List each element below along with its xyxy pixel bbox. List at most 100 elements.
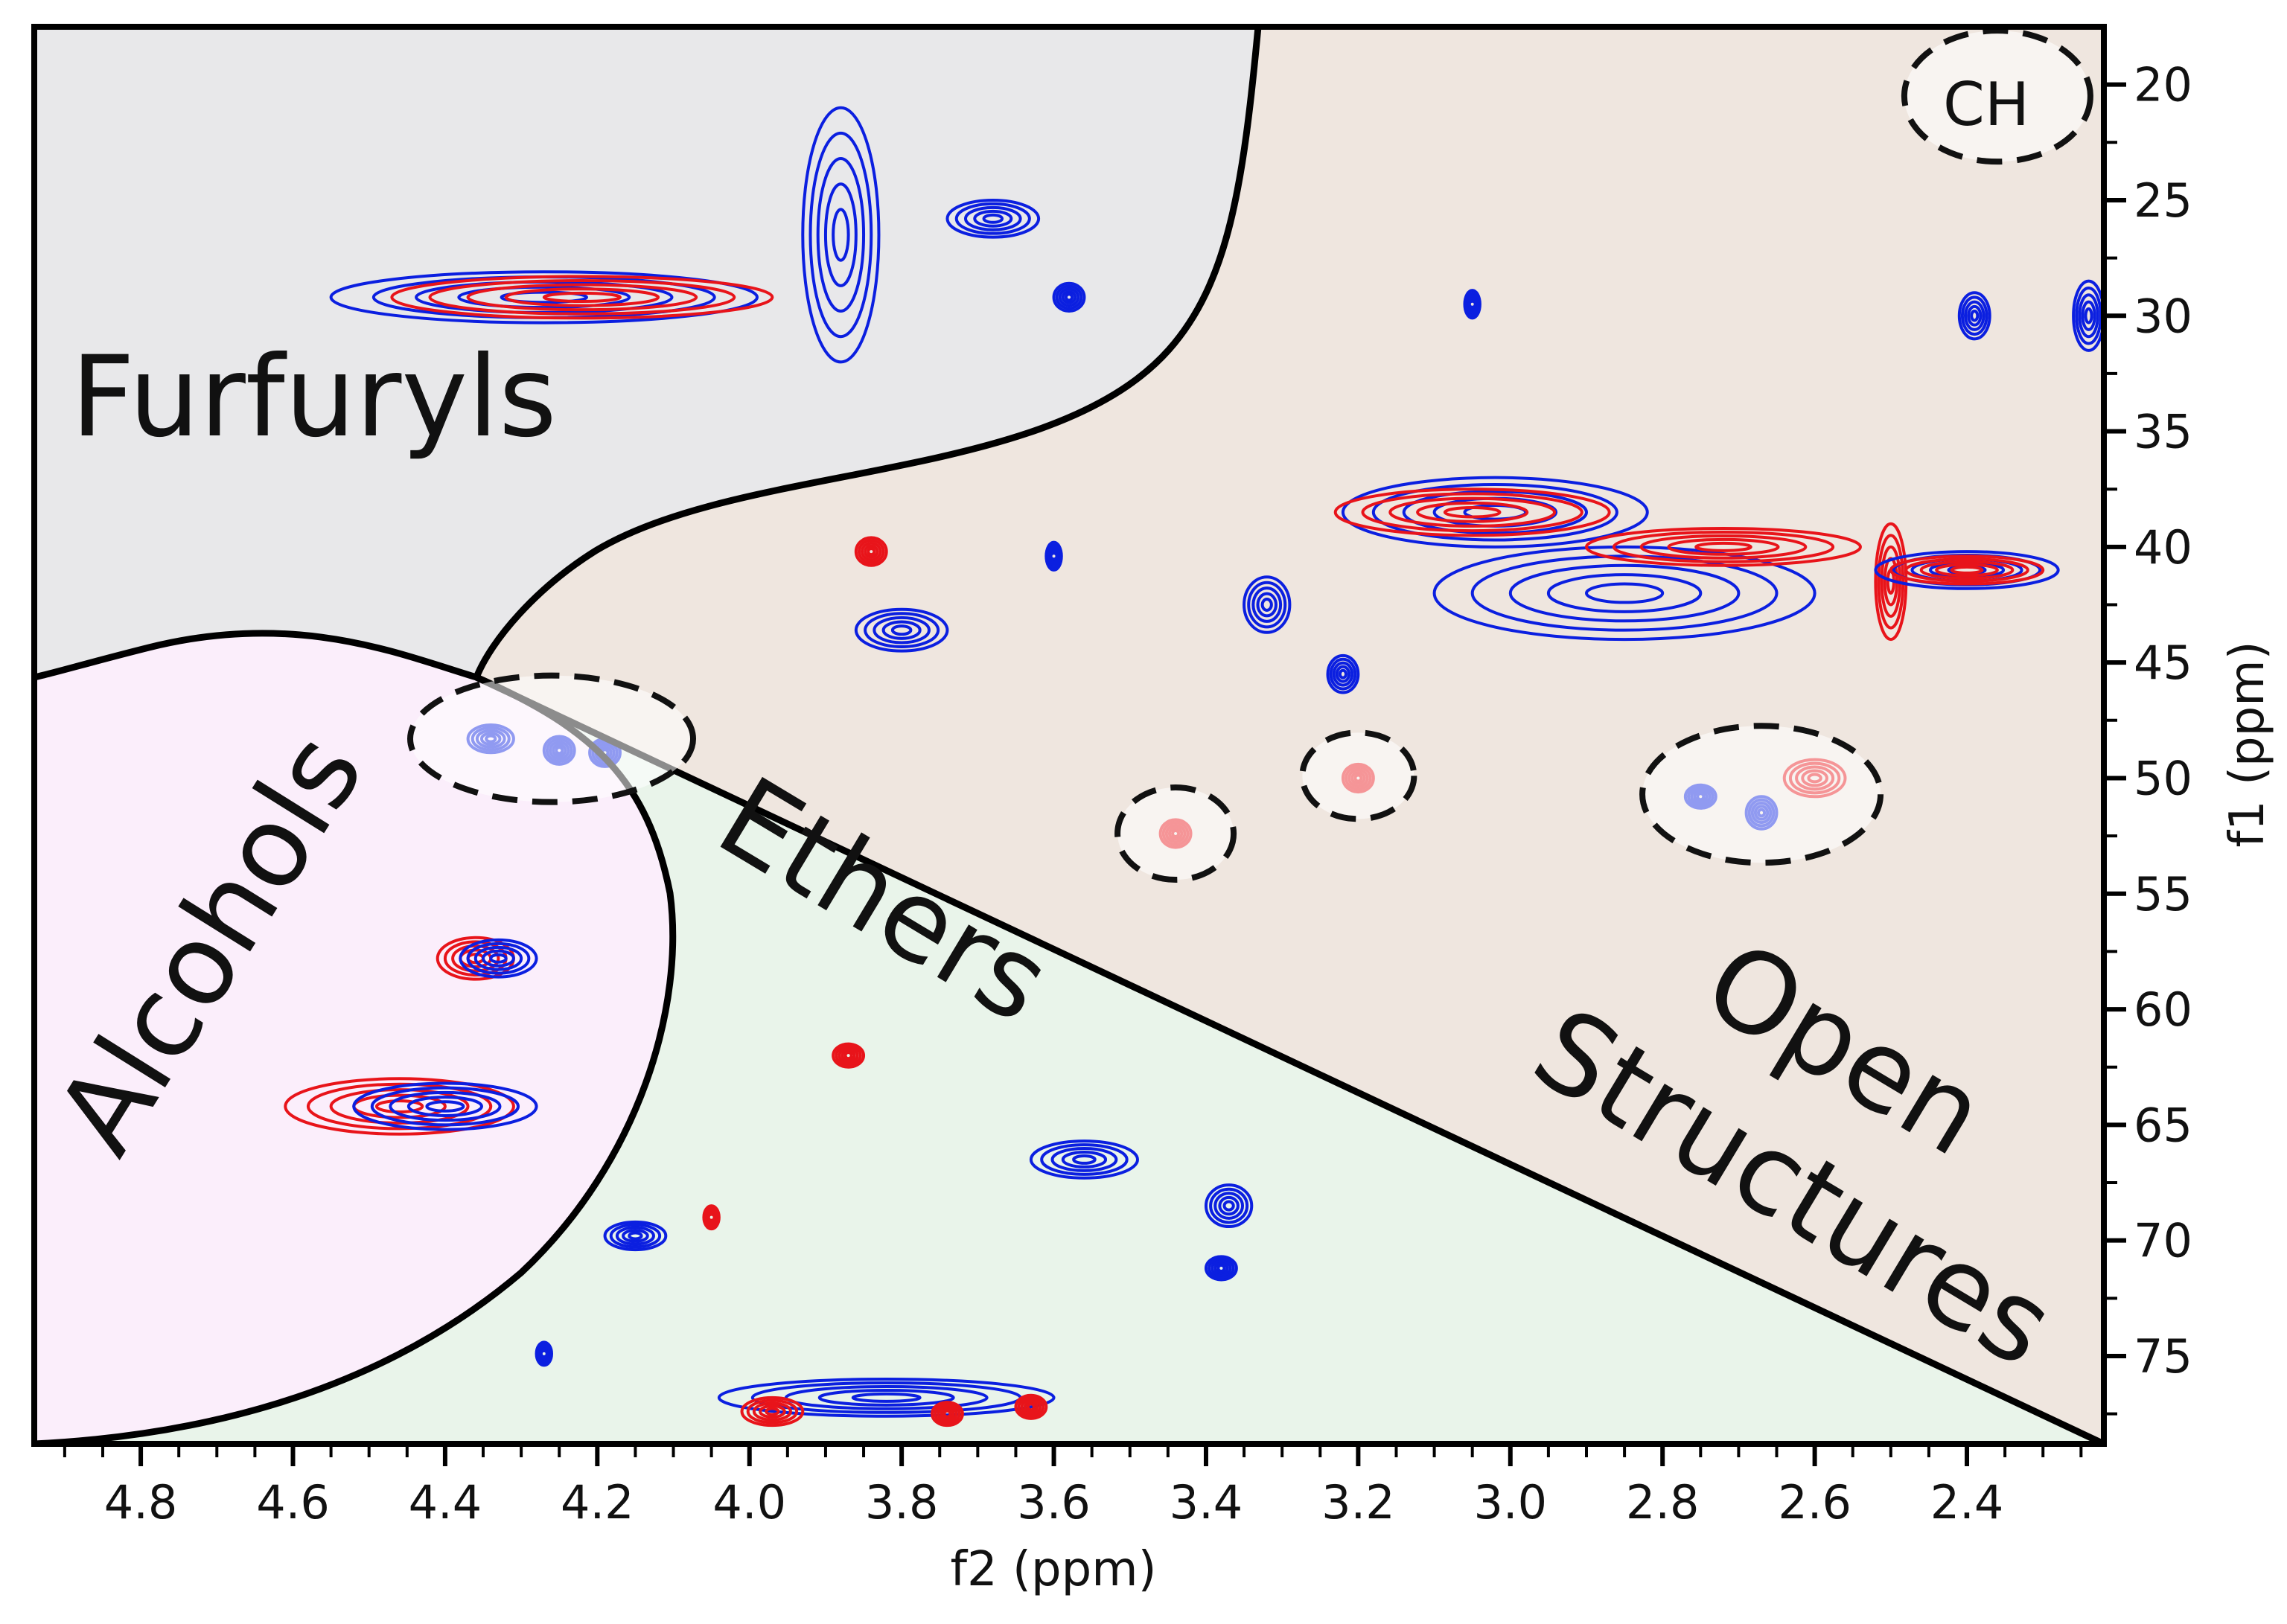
contour-peak	[931, 1401, 964, 1428]
contour-ring	[823, 182, 858, 287]
contour-ring	[765, 1407, 780, 1416]
contour-ring	[1061, 290, 1077, 304]
y-tick-label: 50	[2134, 751, 2192, 805]
contour-peak	[1957, 291, 1991, 341]
contour-ring	[841, 1049, 856, 1062]
contour-ring	[535, 1340, 554, 1367]
contour-ring	[1332, 661, 1354, 687]
contour-ring	[1335, 665, 1351, 683]
contour-ring	[1967, 304, 1983, 327]
contour-ring	[706, 1212, 716, 1222]
contour-ring	[622, 1229, 649, 1243]
contour-ring	[539, 1349, 549, 1358]
contour-ring	[1371, 482, 1618, 542]
contour-ring	[867, 547, 876, 557]
contour-peak	[1204, 1255, 1238, 1282]
ethers-region	[34, 677, 2104, 1444]
highlight-layer	[407, 28, 2093, 883]
furfuryls-label: Furfuryls	[71, 333, 557, 462]
contour-ring	[352, 1081, 538, 1131]
contour-peak	[945, 198, 1041, 239]
contour-ring	[1361, 492, 1583, 533]
contour-peak	[2072, 279, 2104, 352]
contour-ring	[1874, 550, 2060, 590]
contour-peak	[1044, 540, 1063, 572]
contour-peak	[390, 275, 774, 320]
y-tick-label: 70	[2134, 1214, 2192, 1268]
contour-ring	[603, 1220, 668, 1252]
y-tick-label: 40	[2134, 520, 2192, 575]
contour-ring	[459, 938, 538, 979]
plot-frame	[31, 24, 2107, 1447]
contour-ring	[1216, 1263, 1226, 1273]
contour-ring	[1061, 1151, 1108, 1169]
alcohols-region	[34, 633, 673, 1444]
contour-ring	[1466, 294, 1479, 314]
contour-ring	[1333, 487, 1611, 537]
contour-ring	[1329, 657, 1357, 691]
contour-ring	[717, 1378, 1056, 1418]
contour-ring	[306, 1082, 493, 1131]
x-axis-title: f2 (ppm)	[950, 1542, 1156, 1597]
contour-ring	[937, 1405, 958, 1422]
contour-ring	[1050, 1147, 1118, 1172]
contour-ring	[1463, 503, 1528, 521]
contour-peak	[603, 1220, 668, 1252]
contour-ring	[374, 1099, 424, 1113]
contour-ring	[1218, 1195, 1240, 1216]
contour-ring	[2075, 286, 2102, 345]
contour-ring	[609, 1223, 662, 1249]
contour-ring	[329, 1088, 470, 1125]
contour-ring	[843, 1051, 853, 1061]
contour-ring	[817, 1388, 955, 1407]
contour-peak	[1326, 653, 1360, 694]
contour-ring	[1072, 1154, 1097, 1165]
contour-peak	[459, 938, 538, 979]
contour-ring	[428, 279, 736, 316]
contour-ring	[954, 202, 1031, 235]
axes-layer: 4.8 4.6 4.4 4.2 4.0 3.8 3.6 3.4 3.2 3.0 2.8 2.6 2.4 2…	[63, 58, 2192, 1529]
x-tick-label: 3.2	[1321, 1475, 1395, 1529]
y-tick-label: 30	[2134, 289, 2192, 343]
contour-ring	[1935, 563, 1999, 578]
contour-peak	[1243, 575, 1292, 634]
contour-ring	[851, 1392, 922, 1403]
contour-ring	[1247, 581, 1287, 629]
contour-ring	[2081, 300, 2096, 331]
contour-ring	[1029, 1139, 1139, 1180]
contour-ring	[390, 275, 774, 320]
contour-ring	[370, 1086, 520, 1127]
contour-ring	[838, 1046, 859, 1064]
x-tick-label: 3.6	[1017, 1475, 1091, 1529]
contour-peak	[854, 607, 949, 653]
contour-ring	[816, 157, 866, 313]
contour-ring	[1464, 291, 1480, 317]
contour-ring	[801, 106, 881, 364]
contour-ring	[808, 131, 873, 339]
contour-ring	[705, 1209, 718, 1226]
contour-peak	[535, 1340, 554, 1367]
contour-ring	[1639, 534, 1808, 560]
contour-ring	[536, 1343, 552, 1365]
highlight-ellipse	[1114, 784, 1237, 883]
contour-peak	[1889, 554, 2045, 586]
contour-ring	[942, 1409, 952, 1419]
contour-ring	[628, 1231, 643, 1241]
contour-peak	[1014, 1393, 1048, 1420]
x-tick-label: 3.8	[865, 1475, 939, 1529]
contour-peak	[329, 270, 759, 325]
contour-ring	[1044, 540, 1063, 572]
contour-ring	[1055, 284, 1083, 310]
contour-ring	[1204, 1255, 1238, 1282]
x-tick-label: 4.6	[256, 1475, 330, 1529]
contour-ring	[1467, 299, 1477, 309]
contour-peak	[854, 536, 888, 567]
x-tick-label: 2.4	[1930, 1475, 2004, 1529]
y-tick-label: 45	[2134, 636, 2192, 690]
contour-ring	[1014, 1393, 1048, 1420]
contour-ring	[1963, 300, 1985, 331]
contour-ring	[1960, 295, 1988, 336]
contour-ring	[1443, 506, 1502, 519]
x-tick-label: 3.4	[1170, 1475, 1243, 1529]
